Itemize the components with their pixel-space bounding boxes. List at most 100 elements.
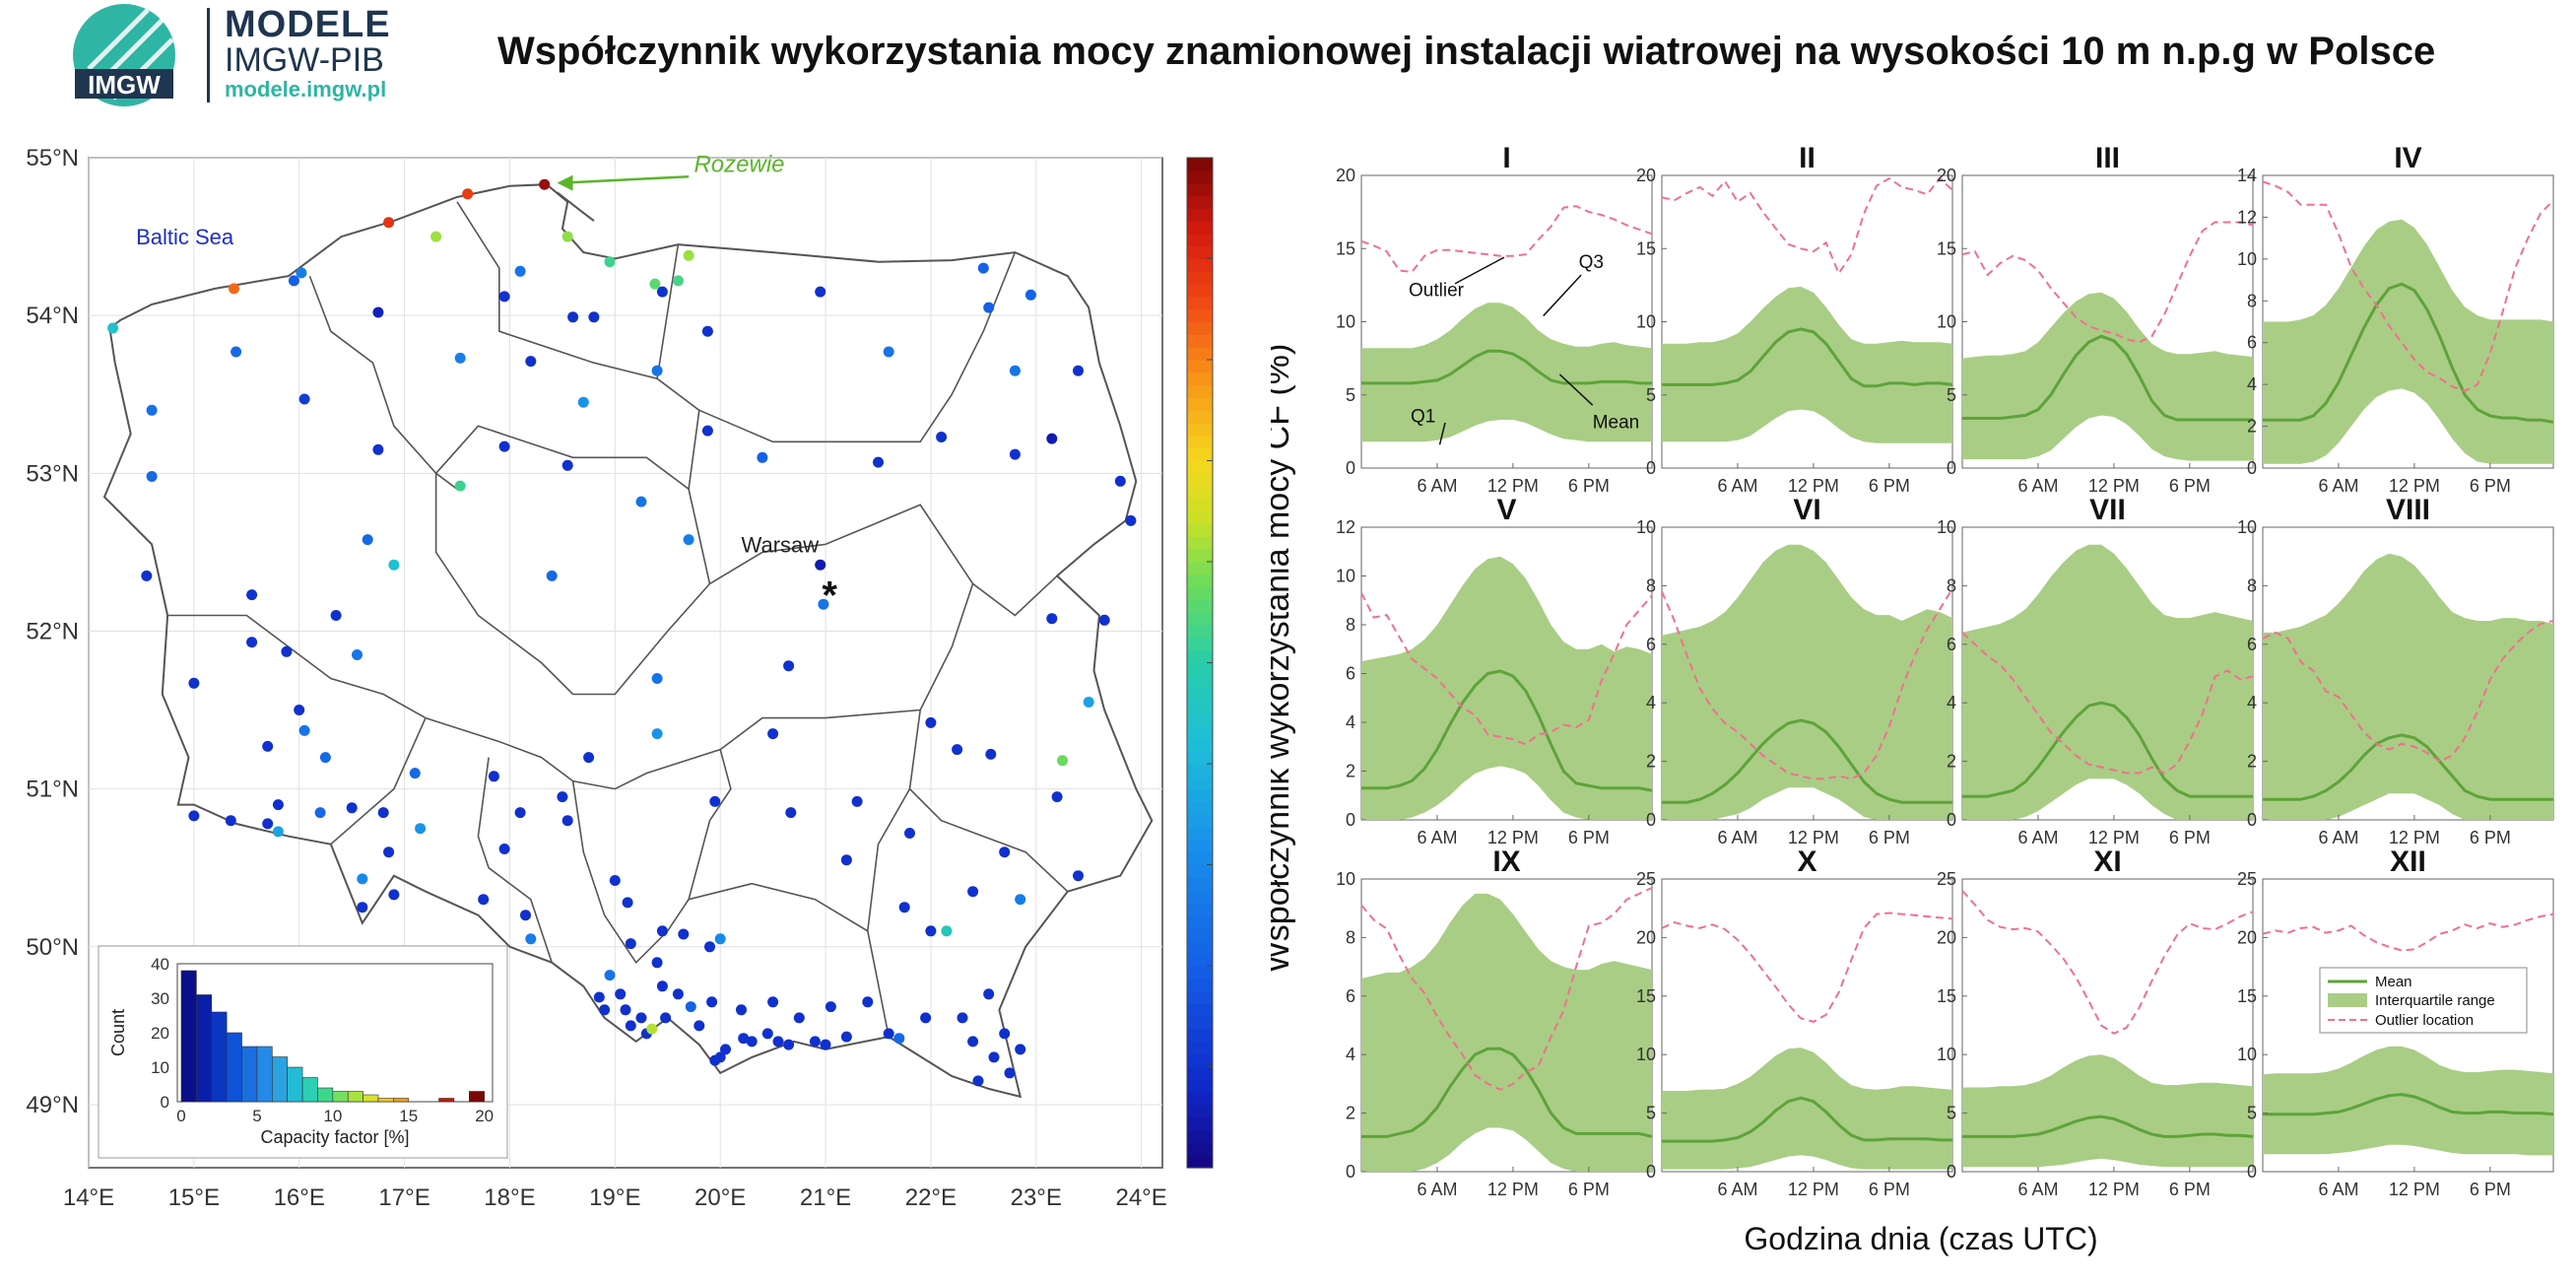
- station-point: [656, 980, 668, 992]
- histogram-bar: [180, 970, 197, 1103]
- station-point: [635, 1012, 647, 1024]
- y-tick-label: 10: [1336, 869, 1355, 889]
- station-point: [720, 1044, 731, 1055]
- station-point: [660, 1012, 672, 1024]
- colorbar-segment: [1187, 271, 1213, 285]
- station-point: [583, 752, 595, 764]
- hel-peninsula: [556, 191, 595, 222]
- station-point: [767, 996, 779, 1008]
- month-label: III: [2095, 142, 2120, 174]
- map-labels: Baltic Sea Warsaw* Rozewie: [136, 151, 837, 617]
- station-point: [383, 217, 395, 229]
- colorbar-segment: [1187, 776, 1213, 790]
- station-point: [941, 925, 953, 937]
- colorbar-segment: [1187, 245, 1213, 260]
- logo-subtitle: IMGW-PIB: [225, 41, 384, 79]
- colorbar-segment: [1187, 1129, 1213, 1143]
- station-point: [1004, 1067, 1016, 1079]
- station-point: [936, 432, 948, 442]
- station-point: [736, 1004, 747, 1016]
- outlier-line: [1360, 592, 1653, 746]
- station-point: [383, 846, 395, 858]
- station-point: [685, 1001, 696, 1013]
- station-point: [957, 1012, 968, 1024]
- station-point: [656, 286, 668, 298]
- iqr-band: [2263, 1046, 2553, 1156]
- logo-title: MODELE: [225, 4, 391, 45]
- station-point: [925, 716, 937, 728]
- colorbar-segment: [1187, 498, 1213, 512]
- station-point: [107, 322, 119, 334]
- month-label: V: [1496, 494, 1516, 526]
- histogram-bar: [196, 994, 213, 1103]
- station-point: [818, 598, 829, 610]
- colorbar-segment: [1187, 1142, 1213, 1156]
- station-point: [920, 1012, 932, 1024]
- histogram-bar: [332, 1091, 349, 1103]
- annotation-outlier: Outlier: [1409, 280, 1465, 301]
- station-point: [783, 660, 795, 672]
- y-tick-label: 5: [1947, 385, 1956, 405]
- colorbar-segment: [1187, 649, 1213, 664]
- region-boundary: [456, 201, 680, 380]
- y-tick-label: 2: [2247, 417, 2257, 437]
- colorbar-segment: [1187, 953, 1213, 967]
- colorbar-segment: [1187, 423, 1213, 437]
- histogram-bar: [317, 1087, 334, 1103]
- station-point: [488, 771, 499, 782]
- y-tick-label: 10: [1937, 1045, 1956, 1064]
- outlier-line: [1360, 205, 1653, 274]
- station-point: [478, 894, 490, 906]
- colorbar-segment: [1187, 751, 1213, 765]
- y-tick-label: 15: [1336, 238, 1355, 258]
- station-point: [1073, 365, 1084, 376]
- x-tick-label: 6 PM: [2169, 828, 2211, 847]
- y-tick-label: 12: [1336, 517, 1355, 537]
- station-point: [825, 1001, 836, 1013]
- outlier-line: [2262, 180, 2554, 392]
- y-tick-label: 12: [2237, 207, 2257, 227]
- station-point: [862, 996, 874, 1008]
- region-boundary: [867, 788, 911, 931]
- y-tick-label: 6: [1346, 986, 1355, 1006]
- imgw-logo[interactable]: IMGW MODELE IMGW-PIB modele.imgw.pl: [69, 0, 394, 110]
- mean-line: [2263, 1093, 2554, 1116]
- station-point: [388, 559, 400, 571]
- colorbar-segment: [1187, 562, 1213, 575]
- outlier-line: [2262, 620, 2554, 763]
- colorbar-segment: [1187, 1003, 1213, 1017]
- histogram-bar: [438, 1098, 455, 1103]
- station-point: [514, 265, 526, 277]
- station-point: [1015, 894, 1026, 906]
- y-tick-label: 20: [2237, 927, 2257, 947]
- y-tick-label: 25: [2237, 869, 2257, 889]
- colorbar-segment: [1187, 700, 1213, 714]
- station-point: [319, 752, 331, 764]
- panel-xii: 0 5 10 15 20 25 6 AM 12 PM 6 PM XII Mean Interquart…: [2237, 845, 2554, 1199]
- station-point: [546, 570, 558, 581]
- y-tick-label: 8: [1346, 615, 1355, 635]
- map-lat-tick: 51°N: [26, 777, 79, 803]
- mean-line: [2263, 733, 2553, 801]
- station-point: [772, 1036, 784, 1047]
- station-point: [604, 256, 616, 268]
- station-point: [1009, 365, 1021, 376]
- annotation-arrow: [1558, 373, 1594, 406]
- month-label: VII: [2089, 494, 2126, 526]
- station-point: [314, 807, 326, 819]
- y-tick-label: 6: [1947, 635, 1956, 654]
- y-tick-label: 8: [2247, 291, 2257, 310]
- station-point: [561, 231, 573, 242]
- station-point: [840, 1031, 852, 1043]
- station-point: [1046, 613, 1058, 625]
- mean-line: [1662, 1096, 1952, 1143]
- x-tick-label: 12 PM: [2088, 1180, 2140, 1199]
- station-point: [561, 815, 573, 827]
- logo-url[interactable]: modele.imgw.pl: [225, 77, 387, 101]
- iqr-band: [1962, 544, 2253, 820]
- station-point: [415, 823, 427, 835]
- station-point: [1046, 433, 1058, 444]
- mean-line: [1962, 1115, 2254, 1138]
- station-point: [272, 826, 284, 838]
